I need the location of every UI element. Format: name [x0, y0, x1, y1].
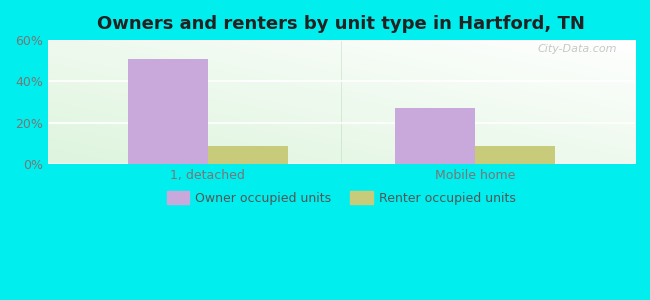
Bar — [395, 108, 475, 164]
Bar — [475, 146, 555, 164]
Legend: Owner occupied units, Renter occupied units: Owner occupied units, Renter occupied un… — [162, 187, 521, 210]
Title: Owners and renters by unit type in Hartford, TN: Owners and renters by unit type in Hartf… — [98, 15, 585, 33]
Bar — [208, 146, 288, 164]
Text: City-Data.com: City-Data.com — [538, 44, 617, 54]
Bar — [128, 59, 208, 164]
